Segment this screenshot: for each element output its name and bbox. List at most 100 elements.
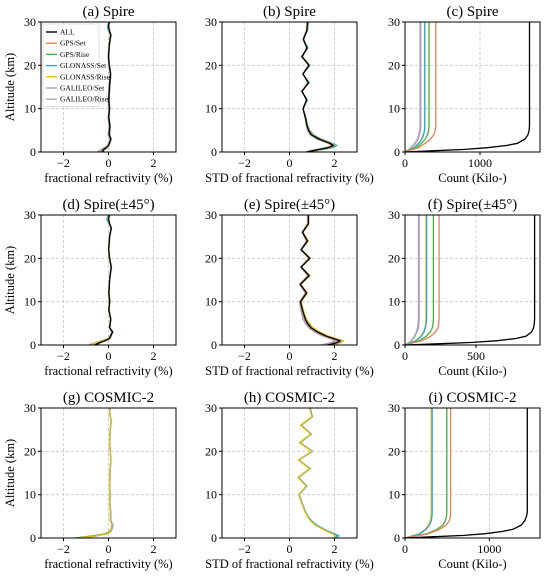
y-tick-label: 10	[388, 488, 400, 502]
x-tick-label: 0	[287, 349, 293, 363]
x-tick-label: 0	[287, 156, 293, 170]
series-line-glonass-set	[300, 21, 338, 153]
legend: ALL GPS/Set GPS/Rise GLONASS/Set GLONASS/Ris…	[42, 23, 111, 107]
panel-title: (f) Spire(±45°)	[428, 197, 518, 213]
y-tick-label: 20	[205, 444, 217, 458]
y-tick-label: 20	[388, 58, 400, 72]
series-line-glonass-rise	[404, 215, 427, 346]
series-line-galileo-set	[404, 22, 422, 153]
y-tick-label: 0	[211, 531, 217, 545]
x-tick-label: 2	[151, 542, 157, 556]
y-tick-label: 20	[205, 58, 217, 72]
x-tick-label: 2	[151, 349, 157, 363]
x-tick-label: 2	[332, 349, 338, 363]
y-tick-label: 20	[24, 251, 36, 265]
plot-frame	[404, 407, 541, 539]
x-axis-label: STD of fractional refractivity (%)	[205, 557, 374, 571]
y-tick-label: 30	[205, 401, 217, 415]
series-line-glonass-rise	[404, 408, 432, 539]
series-line-glonass-rise	[79, 407, 113, 539]
series-line-gps-rise	[404, 408, 448, 539]
series-line-glonass-set	[404, 408, 433, 539]
plot-frame	[404, 21, 541, 153]
y-tick-label: 10	[24, 488, 36, 502]
legend-label: GPS/Rise	[60, 50, 90, 59]
x-axis-label: fractional refractivity (%)	[44, 364, 172, 378]
x-tick-label: −2	[57, 156, 70, 170]
y-tick-label: 30	[24, 15, 36, 29]
series-line-all	[404, 215, 536, 346]
legend-label: ALL	[60, 28, 75, 37]
x-tick-label: 0	[106, 349, 112, 363]
series-line-galileo-rise	[404, 215, 420, 346]
series-line-galileo-rise	[301, 21, 333, 153]
y-tick-label: 0	[30, 145, 36, 159]
panel-title: (e) Spire(±45°)	[244, 197, 335, 213]
y-tick-label: 0	[394, 338, 400, 352]
x-tick-label: 500	[467, 349, 485, 363]
series-line-all	[101, 21, 112, 153]
panel-title: (d) Spire(±45°)	[62, 197, 154, 213]
y-tick-label: 0	[211, 338, 217, 352]
y-tick-label: 20	[24, 58, 36, 72]
panel-title: (g) COSMIC-2	[63, 390, 154, 406]
y-tick-label: 10	[24, 102, 36, 116]
series-line-galileo-rise	[404, 22, 421, 153]
series-line-all	[404, 22, 531, 153]
y-tick-label: 10	[388, 102, 400, 116]
panel-title: (h) COSMIC-2	[244, 390, 335, 406]
panel-title: (a) Spire	[82, 4, 134, 20]
legend-label: GPS/Set	[60, 39, 86, 48]
series-line-all	[299, 215, 341, 346]
x-tick-label: −2	[57, 349, 70, 363]
x-tick-label: 0	[106, 542, 112, 556]
x-tick-label: 0	[402, 156, 408, 170]
x-axis-label: STD of fractional refractivity (%)	[205, 364, 374, 378]
x-axis-label: Count (Kilo-)	[438, 557, 506, 571]
series-line-all	[404, 408, 528, 539]
y-tick-label: 30	[24, 401, 36, 415]
x-tick-label: −2	[238, 349, 251, 363]
series-line-glonass-set	[404, 215, 428, 346]
y-tick-label: 30	[388, 15, 400, 29]
panel-c: 0 1000 0 10 20 30 (c) Spire Count (Kilo-)	[388, 4, 541, 185]
x-axis-label: STD of fractional refractivity (%)	[205, 171, 374, 185]
x-tick-label: 1000	[477, 542, 501, 556]
x-tick-label: 1000	[468, 156, 492, 170]
y-tick-label: 30	[205, 15, 217, 29]
series-line-gps-set	[301, 21, 334, 153]
y-axis-label: Altitude (km)	[3, 53, 17, 121]
x-axis-label: fractional refractivity (%)	[44, 557, 172, 571]
y-tick-label: 30	[205, 208, 217, 222]
y-tick-label: 10	[205, 295, 217, 309]
x-axis-label: Count (Kilo-)	[438, 171, 506, 185]
y-tick-label: 20	[205, 251, 217, 265]
legend-label: GLONASS/Set	[60, 61, 107, 70]
series-line-glonass-set	[404, 22, 426, 153]
series-line-all	[301, 21, 335, 153]
y-tick-label: 0	[211, 145, 217, 159]
series-line-glonass-rise	[404, 22, 426, 153]
y-tick-label: 10	[205, 488, 217, 502]
y-tick-label: 30	[388, 208, 400, 222]
series-line-gps-set	[404, 215, 440, 346]
x-tick-label: 0	[106, 156, 112, 170]
x-axis-label: Count (Kilo-)	[438, 364, 506, 378]
x-tick-label: 2	[332, 156, 338, 170]
series-line-galileo-set	[404, 215, 420, 346]
legend-label: GALILEO/Set	[60, 84, 105, 93]
legend-label: GLONASS/Rise	[60, 72, 111, 81]
x-tick-label: 0	[402, 542, 408, 556]
y-tick-label: 10	[24, 295, 36, 309]
panel-title: (c) Spire	[446, 4, 498, 20]
panel-i: 0 1000 0 10 20 30 (i) COSMIC-2 Count (Kilo-)	[388, 390, 541, 571]
y-axis-label: Altitude (km)	[3, 439, 17, 507]
x-tick-label: 2	[332, 542, 338, 556]
y-tick-label: 10	[205, 102, 217, 116]
